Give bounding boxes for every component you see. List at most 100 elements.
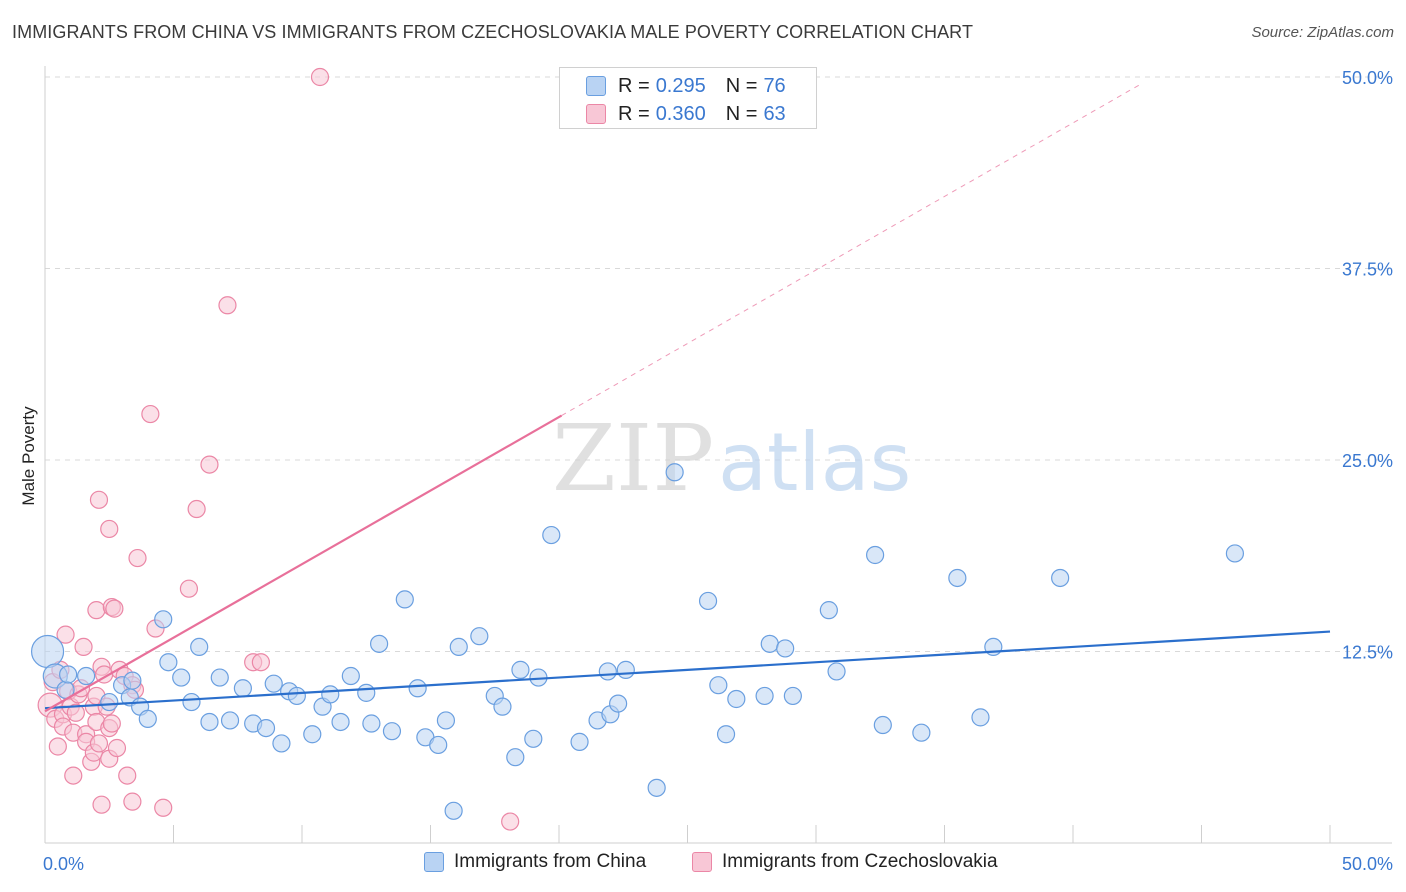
china-point-57: [665, 463, 684, 482]
tick-labels: 12.5% 25.0% 37.5% 50.0% 0.0% 50.0%: [43, 68, 1393, 874]
china-point-35: [395, 590, 414, 609]
y-tick-label-3: 50.0%: [1342, 68, 1393, 88]
czech-point-43: [128, 548, 147, 568]
china-point-17: [210, 668, 229, 687]
china-point-21: [256, 718, 276, 738]
china-point-44: [493, 697, 512, 716]
china-point-26: [303, 725, 322, 744]
china-point-4: [77, 666, 96, 686]
china-point-34: [382, 722, 402, 741]
china-point-68: [866, 545, 885, 565]
grid-lines: [45, 76, 1392, 652]
china-point-10: [138, 709, 157, 729]
china-point-65: [783, 686, 802, 706]
czech-points: [37, 67, 520, 831]
china-point-59: [709, 676, 728, 695]
china-point-47: [524, 729, 543, 748]
watermark-atlas: atlas: [718, 416, 911, 509]
czech-point-39: [118, 766, 137, 785]
china-point-15: [190, 637, 209, 657]
china-point-70: [912, 723, 931, 742]
czech-point-47: [179, 579, 199, 598]
czech-point-12: [66, 703, 85, 722]
china-point-75: [1225, 544, 1245, 563]
china-point-63: [760, 634, 779, 653]
china-point-28: [321, 685, 340, 704]
y-axis-label: Male Poverty: [19, 406, 38, 506]
legend: R = 0.295 N = 76 R = 0.360 N = 63: [559, 67, 817, 129]
legend-n-value-china: 76: [763, 74, 786, 97]
legend-n-label-czech: N =: [725, 102, 758, 125]
china-point-67: [827, 662, 846, 681]
czech-point-33: [102, 714, 121, 733]
czech-point-44: [141, 404, 160, 424]
czech-point-35: [105, 599, 124, 618]
legend-row-china: R = 0.295 N = 76: [586, 73, 786, 99]
czech-point-25: [89, 490, 109, 509]
china-point-11: [154, 610, 173, 629]
china-point-56: [647, 778, 666, 797]
china-point-69: [873, 715, 892, 735]
bottom-legend-label-china: Immigrants from China: [454, 851, 647, 872]
czech-point-36: [107, 738, 127, 758]
czech-point-7: [56, 625, 75, 644]
czech-point-53: [310, 67, 330, 87]
china-point-64: [776, 639, 795, 658]
china-point-30: [341, 666, 360, 686]
china-point-66: [819, 601, 838, 620]
legend-r-value-china: 0.295: [655, 74, 706, 97]
china-point-25: [287, 686, 306, 706]
china-point-39: [436, 711, 456, 730]
bottom-legend-label-czech: Immigrants from Czechoslovakia: [722, 851, 998, 872]
bottom-legend-swatch-czech: [692, 852, 712, 872]
x-tick-label-1: 50.0%: [1342, 854, 1393, 874]
china-point-62: [755, 686, 774, 706]
china-point-14: [182, 692, 201, 712]
czech-point-52: [251, 653, 270, 672]
china-point-19: [233, 679, 252, 698]
legend-swatch-czech: [586, 104, 606, 124]
czech-point-3: [48, 737, 67, 756]
china-points: [30, 463, 1245, 820]
legend-n-label-china: N =: [725, 74, 758, 97]
china-point-46: [511, 660, 530, 679]
china-point-38: [429, 735, 448, 755]
bottom-legend-swatch-china: [424, 852, 444, 872]
china-point-3: [59, 665, 78, 684]
czech-point-48: [187, 499, 206, 519]
china-point-16: [200, 712, 219, 732]
czech-point-54: [501, 812, 520, 831]
legend-r-label-czech: R =: [618, 102, 650, 125]
czech-point-24: [89, 734, 109, 753]
legend-r-value-czech: 0.360: [655, 102, 706, 125]
czech-point-50: [218, 296, 237, 315]
czech-point-40: [123, 792, 142, 811]
czech-point-15: [74, 637, 93, 657]
x-tick-label-0: 0.0%: [43, 854, 84, 874]
china-point-74: [1051, 568, 1070, 588]
chart-title: IMMIGRANTS FROM CHINA VS IMMIGRANTS FROM…: [12, 22, 974, 42]
china-point-42: [470, 627, 489, 646]
watermark-zip: ZIP: [552, 405, 714, 512]
watermark: ZIP atlas: [552, 405, 911, 512]
china-point-8: [123, 671, 142, 690]
y-tick-label-2: 37.5%: [1342, 260, 1393, 280]
china-point-52: [598, 662, 617, 681]
legend-r-label-china: R =: [618, 74, 650, 97]
china-point-61: [727, 689, 746, 709]
china-point-33: [370, 634, 389, 653]
china-point-41: [449, 637, 468, 657]
legend-row-czech: R = 0.360 N = 63: [586, 101, 786, 127]
china-point-58: [698, 591, 718, 611]
czech-point-49: [200, 455, 219, 474]
china-point-71: [948, 568, 967, 588]
china-point-0: [30, 634, 65, 669]
china-point-32: [362, 714, 381, 733]
china-point-36: [408, 679, 427, 698]
china-point-31: [357, 683, 376, 702]
source-label: Source: ZipAtlas.com: [1251, 24, 1394, 41]
china-point-5: [100, 692, 119, 712]
legend-swatch-china: [586, 76, 606, 96]
china-point-13: [172, 668, 191, 687]
